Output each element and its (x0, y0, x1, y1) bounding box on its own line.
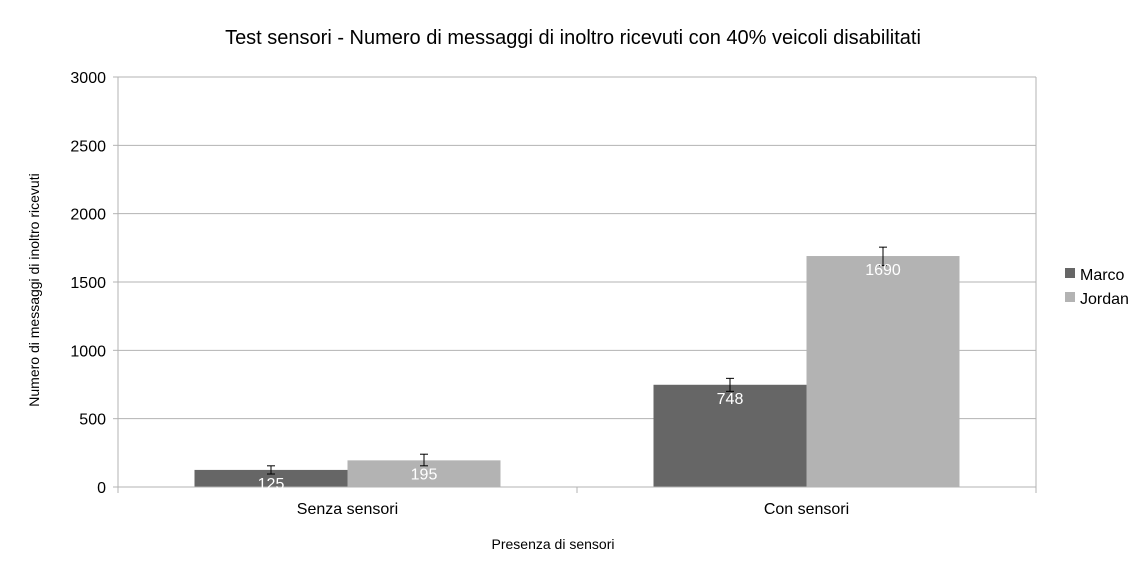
error-bars (267, 246, 887, 475)
legend-label-jordan: Jordan (1080, 291, 1129, 308)
bars (194, 256, 960, 487)
y-tick-label: 500 (79, 412, 106, 429)
y-tick-label: 2500 (70, 138, 106, 155)
x-category-label: Con sensori (764, 501, 849, 518)
y-tick-label: 3000 (70, 70, 106, 87)
data-label: 195 (411, 466, 438, 483)
chart-title: Test sensori - Numero di messaggi di ino… (225, 27, 921, 49)
bar-jordan (806, 256, 960, 487)
data-label: 125 (258, 476, 285, 493)
bar-marco (194, 469, 348, 487)
legend-swatch-jordan (1065, 292, 1075, 302)
x-category-label: Senza sensori (297, 501, 398, 518)
y-axis-label: Numero di messaggi di inoltro ricevuti (26, 173, 42, 406)
y-tick-label: 1000 (70, 343, 106, 360)
bar-marco (653, 384, 807, 487)
x-axis-label: Presenza di sensori (492, 536, 615, 552)
axes (117, 77, 1037, 493)
y-tick-label: 0 (97, 480, 106, 497)
data-labels: 125 748 195 1690 (258, 262, 901, 493)
y-tick-label: 2000 (70, 207, 106, 224)
y-tick-labels: 0 500 1000 1500 2000 2500 3000 (70, 70, 106, 497)
legend-swatch-marco (1065, 268, 1075, 278)
data-label: 1690 (865, 262, 901, 279)
legend-label-marco: Marco (1080, 267, 1125, 284)
legend: Marco Jordan (1065, 267, 1129, 308)
y-tick-label: 1500 (70, 275, 106, 292)
x-category-labels: Senza sensori Con sensori (297, 501, 849, 518)
data-label: 748 (717, 391, 744, 408)
